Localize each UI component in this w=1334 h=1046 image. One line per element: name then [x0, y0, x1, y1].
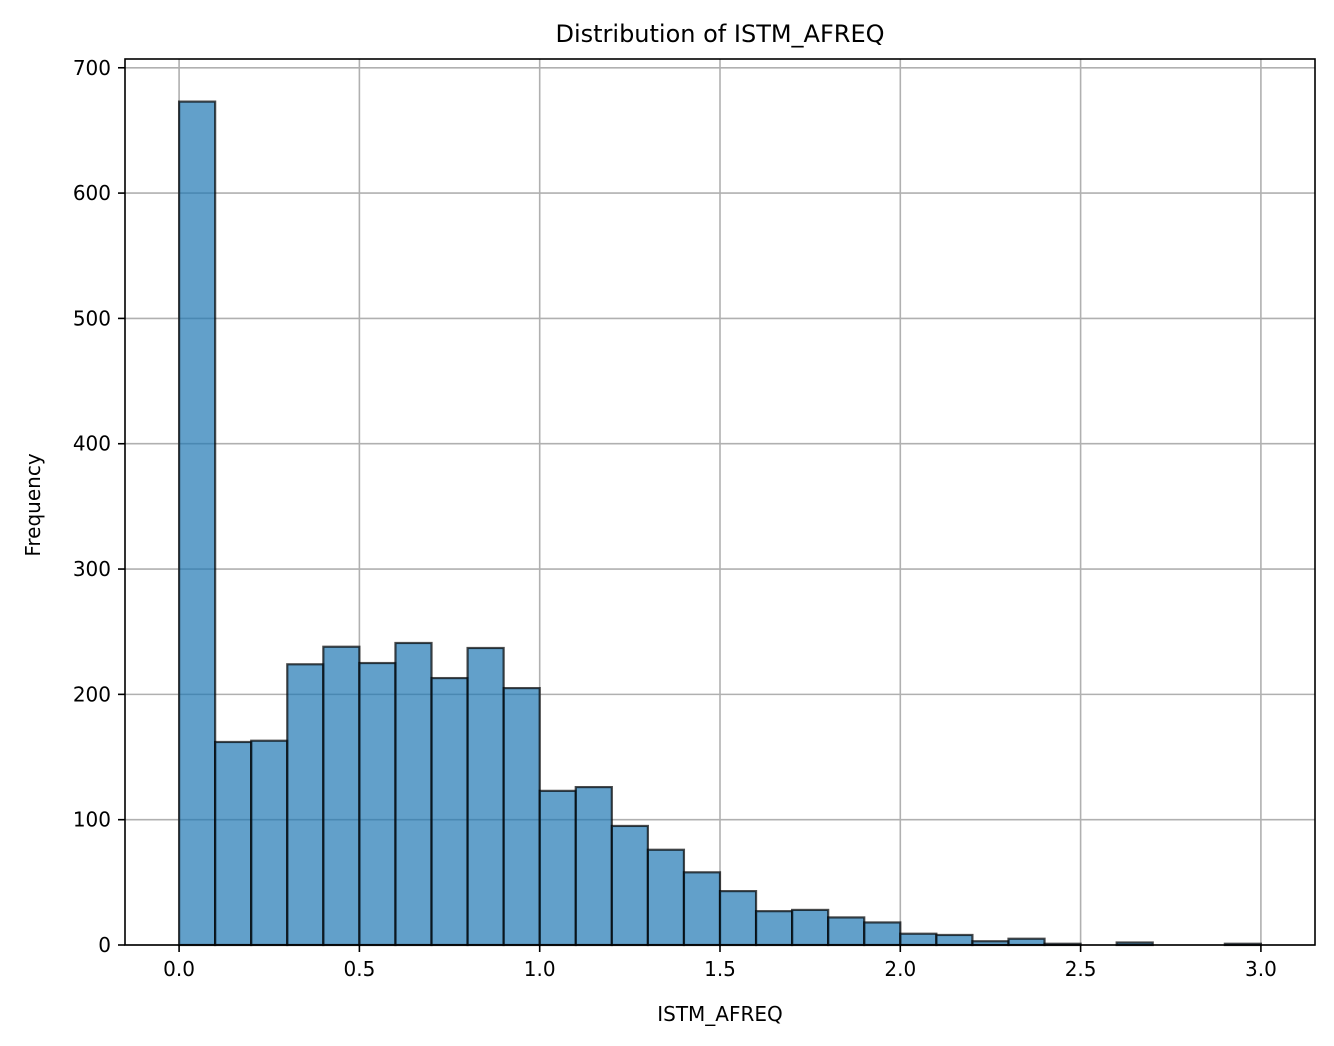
histogram-bar: [177, 100, 217, 947]
x-tick-label: 0.5: [343, 957, 375, 981]
histogram-bar: [610, 824, 649, 947]
x-tick-label: 3.0: [1245, 957, 1277, 981]
ticks: 0.0 0.5 1.0 1.5 2.0 2.5 3.0 0 100 200 300 400 500 600…: [73, 56, 1277, 981]
histogram-bar: [754, 910, 794, 947]
y-tick-label: 300: [73, 557, 111, 581]
y-tick-label: 400: [73, 432, 111, 456]
histogram-bar: [574, 785, 613, 947]
y-tick-label: 700: [73, 56, 111, 80]
histogram-bar: [863, 921, 902, 947]
histogram-bar: [394, 641, 433, 947]
y-tick-label: 600: [73, 181, 111, 205]
y-tick-label: 500: [73, 306, 111, 330]
y-tick-label: 0: [98, 933, 111, 957]
histogram-bar: [250, 739, 289, 947]
histogram-bar: [322, 645, 361, 947]
histogram-bar: [214, 740, 253, 947]
histogram-bar: [899, 932, 938, 947]
y-tick-label: 200: [73, 682, 111, 706]
x-tick-label: 1.0: [524, 957, 556, 981]
histogram-bar: [466, 646, 505, 947]
x-tick-label: 1.5: [704, 957, 736, 981]
bars: [177, 100, 1263, 947]
histogram-bar: [538, 789, 577, 947]
y-axis-label: Frequency: [21, 453, 45, 556]
histogram-bar: [430, 676, 469, 947]
chart-title: Distribution of ISTM_AFREQ: [555, 20, 884, 48]
y-tick-label: 100: [73, 808, 111, 832]
histogram-bar: [1007, 937, 1046, 947]
histogram-bar: [502, 686, 541, 947]
x-tick-label: 2.5: [1065, 957, 1097, 981]
x-tick-label: 2.0: [884, 957, 916, 981]
x-tick-label: 0.0: [163, 957, 195, 981]
histogram-bar: [827, 916, 866, 947]
histogram-bar: [286, 663, 325, 947]
histogram-bar: [682, 871, 722, 947]
histogram-bar: [935, 933, 974, 947]
histogram-bar: [358, 661, 397, 947]
histogram-bar: [646, 848, 686, 947]
histogram-bar: [718, 890, 758, 947]
histogram-bar: [791, 908, 830, 947]
x-axis-label: ISTM_AFREQ: [657, 1002, 783, 1026]
